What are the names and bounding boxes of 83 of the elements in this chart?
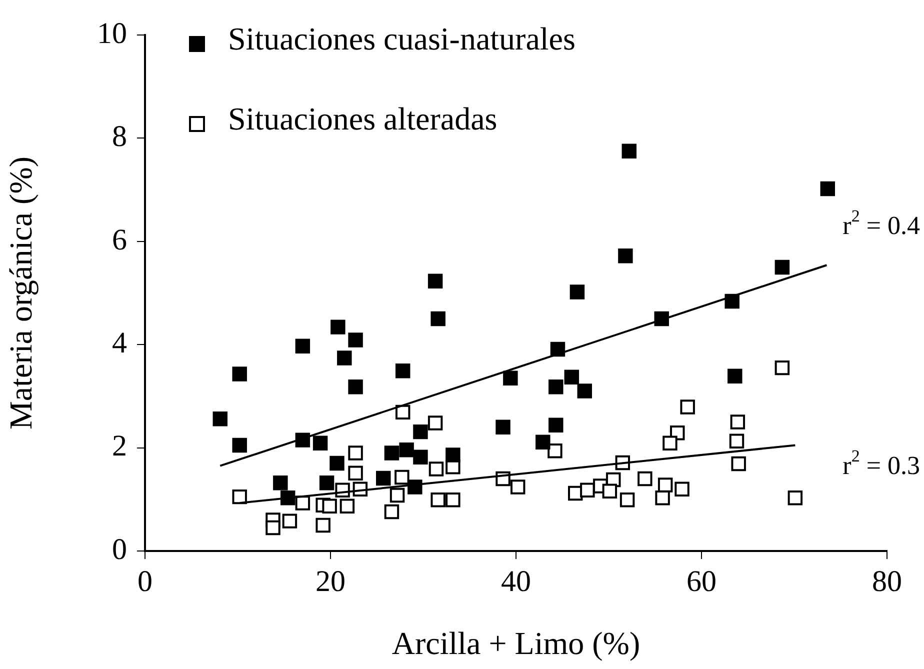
point: [395, 364, 410, 378]
point: [348, 466, 363, 480]
point: [774, 260, 790, 275]
y-tick-label: 6: [112, 223, 127, 256]
point: [728, 368, 742, 384]
point: [348, 446, 363, 460]
point: [316, 518, 330, 533]
point: [548, 444, 562, 458]
point: [618, 248, 633, 264]
point: [395, 404, 410, 420]
point: [638, 471, 652, 486]
point: [282, 514, 298, 528]
point: [731, 456, 746, 472]
point: [295, 338, 310, 354]
point: [330, 456, 344, 471]
point: [655, 490, 670, 506]
point: [232, 438, 247, 453]
point: [496, 420, 510, 435]
x-tick-label: 20: [316, 564, 346, 598]
point: [348, 380, 363, 394]
x-tick-label: 80: [872, 564, 902, 598]
point: [658, 478, 673, 492]
point: [548, 418, 564, 432]
point: [428, 416, 443, 430]
point: [674, 482, 690, 496]
point: [384, 446, 400, 460]
point: [273, 476, 288, 490]
point: [564, 370, 580, 384]
point: [330, 320, 346, 334]
point: [580, 482, 595, 498]
x-axis-title: Arcilla + Limo (%): [392, 625, 640, 662]
point: [774, 360, 790, 376]
point: [232, 489, 247, 504]
point: [503, 370, 518, 386]
point: [413, 424, 428, 440]
point: [340, 498, 355, 514]
point: [413, 450, 428, 464]
point: [322, 498, 337, 514]
point: [408, 480, 422, 494]
y-axis-title: Materia orgánica (%): [2, 156, 39, 430]
point: [430, 492, 446, 508]
point: [337, 350, 352, 366]
point: [376, 470, 391, 486]
point: [446, 492, 460, 508]
legend-label: Situaciones cuasi-naturales: [228, 20, 576, 56]
y-tick-label: 8: [112, 120, 127, 154]
point: [212, 412, 228, 426]
legend-label: Situaciones alteradas: [228, 100, 498, 136]
point: [319, 476, 334, 490]
point: [602, 484, 618, 499]
point: [730, 414, 746, 430]
point: [390, 488, 405, 503]
point: [620, 492, 635, 508]
y-tick-label: 2: [112, 430, 127, 463]
point: [536, 434, 550, 450]
point: [820, 181, 836, 196]
point: [295, 496, 310, 510]
point: [622, 144, 637, 158]
point: [548, 380, 564, 394]
point: [570, 284, 585, 300]
point: [428, 274, 443, 288]
x-tick-label: 60: [686, 564, 716, 598]
point: [312, 436, 328, 451]
point: [577, 384, 592, 398]
point: [510, 480, 526, 494]
point: [662, 436, 678, 451]
point: [399, 442, 414, 458]
x-tick-label: 40: [501, 564, 531, 598]
x-tick-label: 0: [138, 564, 152, 598]
point: [266, 520, 280, 536]
point: [348, 332, 363, 348]
point: [729, 434, 744, 448]
point: [394, 470, 410, 485]
point: [446, 448, 460, 462]
y-tick-label: 10: [97, 16, 127, 50]
point: [430, 311, 446, 326]
y-tick-label: 4: [112, 326, 127, 360]
y-tick-label: 0: [112, 532, 127, 566]
point: [680, 400, 695, 414]
point: [788, 490, 803, 506]
point: [232, 366, 247, 382]
point: [384, 504, 400, 520]
point: [428, 462, 444, 476]
